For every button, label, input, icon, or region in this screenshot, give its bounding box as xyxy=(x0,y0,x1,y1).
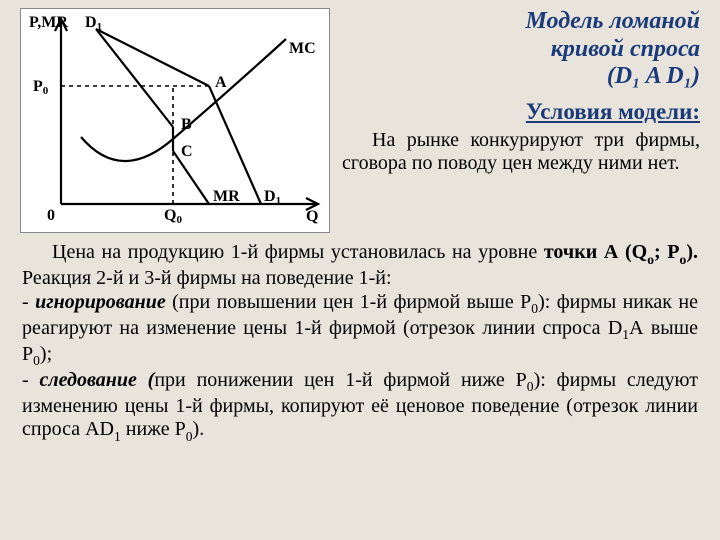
svg-text:C: C xyxy=(181,143,193,160)
svg-text:A: A xyxy=(215,74,227,91)
svg-text:D1: D1 xyxy=(264,188,281,207)
paragraph-1: Цена на продукцию 1-й фирмы установилась… xyxy=(22,241,698,291)
svg-text:P0: P0 xyxy=(33,78,49,97)
bullet-follow: - следование (при понижении цен 1-й фирм… xyxy=(22,369,698,445)
svg-text:P,MR: P,MR xyxy=(29,14,68,31)
top-section: P,MR D1 MC A B C P0 0 Q0 MR D1 Q Модель … xyxy=(0,0,720,237)
bullet-ignore: - игнорирование (при повышении цен 1-й ф… xyxy=(22,291,698,369)
title-line-1: Модель ломаной xyxy=(526,8,700,34)
page-title: Модель ломаной кривой спроса (D₁ A D₁) xyxy=(526,8,700,91)
svg-text:D1: D1 xyxy=(85,14,102,33)
title-column: Модель ломаной кривой спроса (D₁ A D₁) У… xyxy=(342,8,700,233)
svg-text:MC: MC xyxy=(289,40,316,57)
svg-text:Q: Q xyxy=(306,208,318,225)
svg-text:Q0: Q0 xyxy=(164,207,182,226)
body-text: Цена на продукцию 1-й фирмы установилась… xyxy=(0,237,720,454)
kinked-demand-chart: P,MR D1 MC A B C P0 0 Q0 MR D1 Q xyxy=(20,8,330,233)
svg-text:0: 0 xyxy=(47,207,55,224)
title-line-2: кривой спроса xyxy=(551,36,700,62)
subtitle: Условия модели: xyxy=(526,99,700,125)
svg-text:MR: MR xyxy=(213,188,240,205)
svg-text:B: B xyxy=(181,116,192,133)
title-line-3: (D₁ A D₁) xyxy=(607,63,700,89)
conditions-text: На рынке конкурируют три фирмы, сговора … xyxy=(342,129,700,176)
